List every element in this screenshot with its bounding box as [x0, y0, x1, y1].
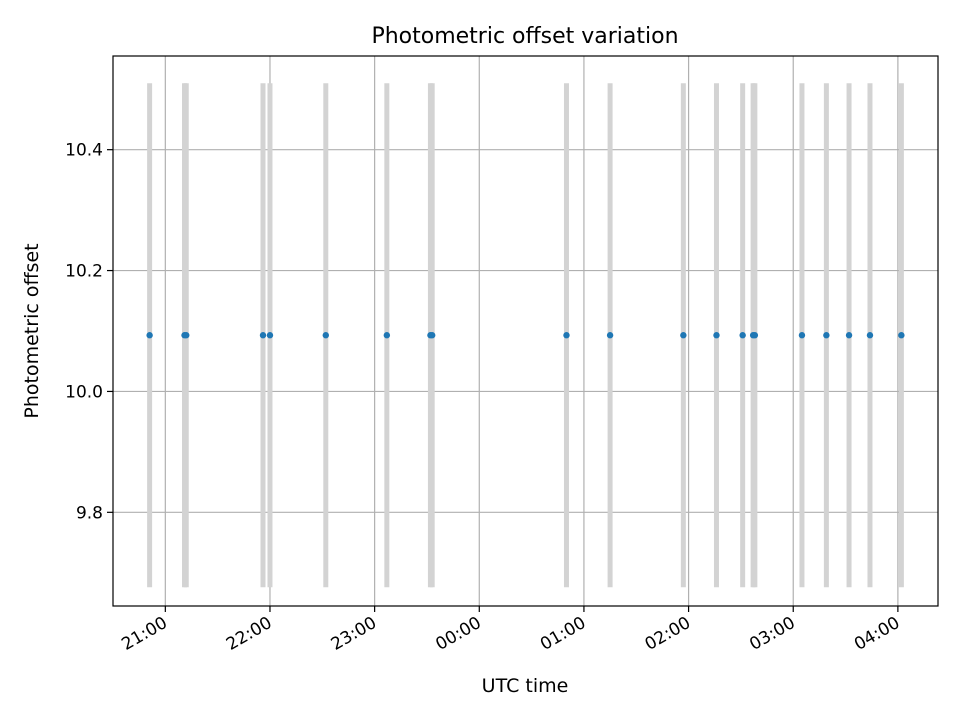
data-point — [713, 332, 720, 339]
data-point — [259, 332, 267, 339]
data-point — [866, 332, 874, 339]
data-point — [751, 332, 759, 339]
y-tick-label: 10.0 — [65, 382, 103, 402]
plot-frame — [112, 55, 939, 607]
data-point — [183, 332, 190, 339]
data-point — [739, 332, 746, 339]
data-point — [680, 332, 687, 339]
data-point — [823, 332, 830, 339]
data-point — [383, 332, 391, 339]
y-tick-label: 9.8 — [76, 503, 103, 523]
data-point — [563, 332, 570, 339]
data-point — [845, 332, 853, 339]
y-tick-label: 10.2 — [65, 262, 103, 282]
data-point — [898, 332, 905, 339]
data-points — [146, 332, 905, 339]
data-point — [798, 332, 806, 339]
y-axis-ticks: 9.8 10.0 10.2 10.4 — [65, 141, 113, 523]
data-point — [428, 332, 436, 339]
chart-title: Photometric offset variation — [371, 24, 678, 49]
data-point — [266, 332, 274, 339]
data-point — [146, 332, 153, 339]
y-tick-label: 10.4 — [65, 141, 103, 161]
data-point — [606, 332, 614, 339]
data-point — [322, 332, 329, 339]
y-axis-label: Photometric offset — [21, 243, 43, 418]
x-axis-label: UTC time — [482, 675, 569, 697]
